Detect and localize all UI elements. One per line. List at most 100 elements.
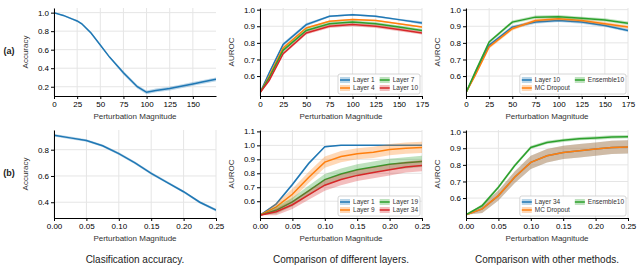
y-tick: 0.8 — [244, 39, 260, 48]
x-tick-mark — [325, 218, 326, 221]
y-tick-label: 0.8 — [244, 169, 256, 178]
legend-swatch-line — [340, 87, 350, 89]
x-tick: 0.25 — [621, 218, 637, 231]
x-tick-label: 100 — [552, 100, 566, 109]
y-tick-label: 0.6 — [244, 197, 256, 206]
legend-label: Layer 34 — [535, 198, 561, 206]
line — [466, 147, 628, 215]
x-tick-label: 125 — [164, 100, 178, 109]
y-axis: 0.60.70.80.91.01.1 — [244, 127, 261, 218]
y-tick-label: 1.1 — [244, 127, 256, 136]
x-axis: 0255075100125150175 — [258, 96, 429, 109]
x-tick-mark — [119, 218, 120, 221]
panel: 0.000.050.100.150.200.250.60.70.80.91.0P… — [433, 128, 637, 243]
legend-swatch-line — [575, 79, 585, 81]
y-tick-label: 0.4 — [38, 64, 50, 73]
legend-swatch-line — [380, 209, 390, 211]
x-tick: 125 — [576, 96, 590, 109]
y-tick-mark — [257, 26, 260, 27]
y-tick: 0.6 — [450, 72, 466, 81]
band — [260, 156, 422, 215]
x-tick: 0.10 — [524, 218, 540, 231]
x-tick-label: 175 — [622, 100, 636, 109]
grid-line-y — [466, 9, 628, 10]
x-axis-line — [55, 96, 217, 97]
row-label: (a) — [4, 46, 15, 56]
x-tick-mark — [531, 218, 532, 221]
legend-swatch-band — [340, 85, 350, 91]
y-tick-mark — [51, 87, 54, 88]
y-tick-label: 0.6 — [450, 194, 462, 203]
legend-item: Ensemble10 — [575, 198, 625, 205]
grid-line-y — [466, 164, 628, 165]
x-tick-label: 0.20 — [588, 222, 604, 231]
x-tick-mark — [329, 96, 330, 99]
x-tick: 125 — [164, 96, 178, 109]
y-tick-mark — [463, 26, 466, 27]
y-tick: 0.8 — [38, 27, 54, 36]
y-tick-label: 1.0 — [450, 6, 462, 15]
x-tick: 0.20 — [176, 218, 192, 231]
grid-line-x — [54, 130, 55, 218]
x-tick-mark — [170, 96, 171, 99]
x-tick-mark — [390, 218, 391, 221]
x-tick: 150 — [393, 96, 407, 109]
y-tick: 0.6 — [244, 72, 260, 81]
y-tick-label: 0.6 — [38, 46, 50, 55]
legend-swatch-band — [522, 85, 532, 91]
x-tick-label: 0.25 — [209, 222, 225, 231]
marks — [466, 15, 628, 93]
x-tick-label: 0.10 — [524, 222, 540, 231]
x-tick: 0.00 — [459, 218, 475, 231]
x-tick-label: 100 — [346, 100, 360, 109]
x-tick: 0.05 — [285, 218, 301, 231]
y-axis-title: Accuracy — [21, 36, 30, 69]
legend-label: Layer 9 — [353, 206, 375, 214]
legend-swatch-band — [340, 77, 350, 83]
legend-box — [338, 74, 420, 94]
x-tick-label: 50 — [96, 100, 105, 109]
y-axis-title: AUROC — [433, 37, 442, 66]
x-axis-title: Perturbation Magnitude — [93, 234, 177, 243]
x-tick-label: 0.05 — [491, 222, 507, 231]
x-tick-label: 0.15 — [556, 222, 572, 231]
x-tick-label: 0.00 — [47, 222, 63, 231]
x-tick-mark — [559, 96, 560, 99]
y-tick-mark — [463, 76, 466, 77]
legend-item: MC Dropout — [522, 84, 570, 92]
legend-box — [520, 196, 626, 216]
y-tick: 0.4 — [38, 198, 54, 207]
band — [260, 160, 422, 215]
x-tick-mark — [353, 96, 354, 99]
y-tick-label: 0.8 — [244, 39, 256, 48]
x-tick: 0.05 — [491, 218, 507, 231]
legend-item: Layer 9 — [340, 206, 375, 214]
x-tick-label: 25 — [73, 100, 82, 109]
y-tick-mark — [51, 202, 54, 203]
legend-box — [520, 74, 626, 94]
x-tick: 175 — [622, 96, 636, 109]
x-tick-mark — [193, 96, 194, 99]
x-tick-label: 125 — [370, 100, 384, 109]
x-tick-mark — [123, 96, 124, 99]
y-tick-mark — [463, 10, 466, 11]
grid-line-x — [260, 8, 261, 96]
y-tick-mark — [257, 59, 260, 60]
y-tick-label: 0.7 — [244, 56, 256, 65]
x-tick: 0 — [52, 96, 57, 109]
y-tick: 0.6 — [38, 172, 54, 181]
x-tick-mark — [357, 218, 358, 221]
x-tick-mark — [422, 96, 423, 99]
column-caption: Comparison of different layers. — [273, 254, 409, 265]
x-tick: 125 — [370, 96, 384, 109]
x-axis-line — [467, 96, 629, 97]
line — [466, 17, 628, 93]
chart-container: 02550751001251500.20.40.60.81.0Perturbat… — [0, 0, 640, 270]
y-tick-mark — [463, 59, 466, 60]
y-tick: 0.9 — [244, 155, 260, 164]
grid-line-x — [183, 130, 184, 218]
y-tick-label: 1.0 — [450, 128, 462, 137]
legend: Layer 1Layer 4Layer 7Layer 10 — [338, 74, 420, 94]
marks — [260, 142, 422, 215]
y-tick: 0.6 — [244, 197, 260, 206]
